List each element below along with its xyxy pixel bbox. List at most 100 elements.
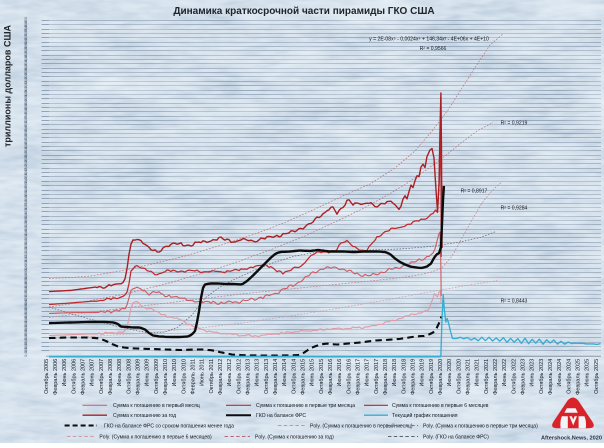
svg-text:3,800: 3,800 (23, 20, 28, 31)
svg-text:2,750: 2,750 (23, 112, 28, 123)
svg-text:Июнь 2007: Июнь 2007 (90, 359, 96, 387)
svg-text:R² = 0,9219: R² = 0,9219 (501, 121, 528, 127)
svg-text:Октябрь 2006: Октябрь 2006 (71, 359, 77, 394)
svg-text:Июнь 2013: Июнь 2013 (255, 359, 261, 387)
svg-text:0,450: 0,450 (23, 312, 28, 323)
svg-text:3,700: 3,700 (23, 29, 28, 40)
svg-text:Октябрь 2008: Октябрь 2008 (126, 359, 132, 394)
svg-text:3,850: 3,850 (23, 16, 28, 27)
svg-text:Февраль 2015: Февраль 2015 (301, 359, 307, 395)
svg-text:Октябрь 2023: Октябрь 2023 (539, 359, 545, 394)
svg-text:1,450: 1,450 (23, 225, 28, 236)
svg-text:2,550: 2,550 (23, 129, 28, 140)
svg-text:3,550: 3,550 (23, 42, 28, 53)
svg-text:Февраль 2017: Февраль 2017 (356, 359, 362, 395)
svg-text:3,050: 3,050 (23, 86, 28, 97)
svg-text:Poly. (Сумма к погашению в пер: Poly. (Сумма к погашению в первые три ме… (423, 423, 538, 429)
svg-text:0,150: 0,150 (23, 338, 28, 349)
svg-text:3,000: 3,000 (23, 90, 28, 101)
svg-text:R² = 0,9284: R² = 0,9284 (501, 206, 528, 212)
svg-text:2,850: 2,850 (23, 103, 28, 114)
svg-text:0,600: 0,600 (23, 299, 28, 310)
svg-text:Февраль 2014: Февраль 2014 (273, 359, 279, 395)
svg-text:Июнь 2011: Июнь 2011 (200, 359, 206, 386)
svg-text:Октябрь 2021: Октябрь 2021 (484, 359, 490, 394)
svg-text:Октябрь 2013: Октябрь 2013 (264, 359, 270, 394)
svg-text:Февраль 2012: Февраль 2012 (218, 359, 224, 395)
svg-text:Октябрь 2020: Октябрь 2020 (456, 359, 462, 394)
svg-text:Июнь 2021: Июнь 2021 (475, 359, 481, 387)
svg-text:3,450: 3,450 (23, 51, 28, 62)
svg-text:Февраль 2023: Февраль 2023 (521, 359, 527, 395)
svg-text:2,000: 2,000 (23, 177, 28, 188)
svg-text:0,650: 0,650 (23, 294, 28, 305)
svg-text:Октябрь 2005: Октябрь 2005 (44, 359, 50, 394)
svg-text:0,950: 0,950 (23, 268, 28, 279)
svg-text:1,750: 1,750 (23, 199, 28, 210)
svg-text:1,350: 1,350 (23, 233, 28, 244)
svg-text:Сумма к погашению за год: Сумма к погашению за год (113, 413, 176, 419)
svg-text:Октябрь 2014: Октябрь 2014 (291, 359, 297, 394)
svg-text:1,850: 1,850 (23, 190, 28, 201)
svg-text:триллионы долларов США: триллионы долларов США (3, 24, 13, 147)
svg-text:Октябрь 2019: Октябрь 2019 (429, 359, 435, 394)
svg-text:0,100: 0,100 (23, 342, 28, 353)
svg-text:R² = 0,9566: R² = 0,9566 (420, 46, 447, 52)
svg-text:2,400: 2,400 (23, 142, 28, 153)
svg-text:Февраль 2010: Февраль 2010 (163, 359, 169, 395)
svg-text:1,650: 1,650 (23, 207, 28, 218)
svg-text:Октябрь 2025: Октябрь 2025 (594, 359, 600, 394)
svg-text:Июнь 2019: Июнь 2019 (420, 359, 426, 387)
svg-text:Февраль 2025: Февраль 2025 (576, 359, 582, 395)
svg-text:0,850: 0,850 (23, 277, 28, 288)
svg-text:Февраль 2006: Февраль 2006 (53, 359, 59, 395)
svg-text:Февраль 2008: Февраль 2008 (108, 359, 114, 395)
svg-text:Февраль 2011: Февраль 2011 (191, 359, 197, 395)
svg-text:Октябрь 2015: Октябрь 2015 (319, 359, 325, 394)
svg-text:Июнь 2015: Июнь 2015 (310, 359, 316, 387)
svg-text:Aftershock.News, 2020: Aftershock.News, 2020 (541, 435, 602, 441)
svg-text:Февраль 2020: Февраль 2020 (438, 359, 444, 395)
svg-text:Июнь 2020: Июнь 2020 (447, 359, 453, 387)
svg-text:Февраль 2007: Февраль 2007 (81, 359, 87, 395)
svg-text:0,400: 0,400 (23, 316, 28, 327)
svg-text:Июнь 2018: Июнь 2018 (392, 359, 398, 387)
svg-text:1,200: 1,200 (23, 246, 28, 257)
svg-text:0,200: 0,200 (23, 333, 28, 344)
svg-text:3,750: 3,750 (23, 25, 28, 36)
svg-text:Октябрь 2018: Октябрь 2018 (401, 359, 407, 394)
svg-text:Февраль 2019: Февраль 2019 (411, 359, 417, 395)
svg-text:Февраль 2022: Февраль 2022 (493, 359, 499, 395)
svg-text:Июнь 2022: Июнь 2022 (502, 359, 508, 387)
svg-text:Февраль 2024: Февраль 2024 (548, 359, 554, 395)
svg-text:Февраль 2018: Февраль 2018 (383, 359, 389, 395)
svg-text:Октябрь 2010: Октябрь 2010 (181, 359, 187, 394)
svg-text:0,900: 0,900 (23, 273, 28, 284)
svg-text:2,900: 2,900 (23, 99, 28, 110)
svg-text:Октябрь 2012: Октябрь 2012 (236, 359, 242, 394)
svg-text:3,250: 3,250 (23, 68, 28, 79)
svg-text:0,500: 0,500 (23, 307, 28, 318)
svg-text:Июнь 2010: Июнь 2010 (172, 359, 178, 387)
svg-text:3,650: 3,650 (23, 33, 28, 44)
svg-text:0,800: 0,800 (23, 281, 28, 292)
svg-text:1,550: 1,550 (23, 216, 28, 227)
svg-text:2,500: 2,500 (23, 133, 28, 144)
svg-text:3,500: 3,500 (23, 46, 28, 57)
svg-text:1,000: 1,000 (23, 264, 28, 275)
svg-text:3,150: 3,150 (23, 77, 28, 88)
svg-text:Текущий график погашения: Текущий график погашения (392, 412, 458, 419)
svg-text:Сумма к погашению в первые 6 м: Сумма к погашению в первые 6 месяцев (392, 403, 489, 409)
svg-text:3,400: 3,400 (23, 55, 28, 66)
svg-text:ГКО на балансе ФРС со сроком п: ГКО на балансе ФРС со сроком погашения м… (104, 423, 234, 429)
svg-text:0,300: 0,300 (23, 325, 28, 336)
svg-text:Октябрь 2009: Октябрь 2009 (154, 359, 160, 394)
svg-text:2,150: 2,150 (23, 164, 28, 175)
svg-text:1,100: 1,100 (23, 255, 28, 266)
svg-text:3,350: 3,350 (23, 59, 28, 70)
svg-text:Июнь 2014: Июнь 2014 (282, 359, 288, 387)
svg-text:3,300: 3,300 (23, 64, 28, 75)
svg-text:y = 2E-08x⁵ - 0,0024x⁴ + 146,3: y = 2E-08x⁵ - 0,0024x⁴ + 146,34x³ - 4E+0… (369, 37, 489, 43)
svg-text:1,950: 1,950 (23, 181, 28, 192)
svg-text:2,650: 2,650 (23, 120, 28, 131)
